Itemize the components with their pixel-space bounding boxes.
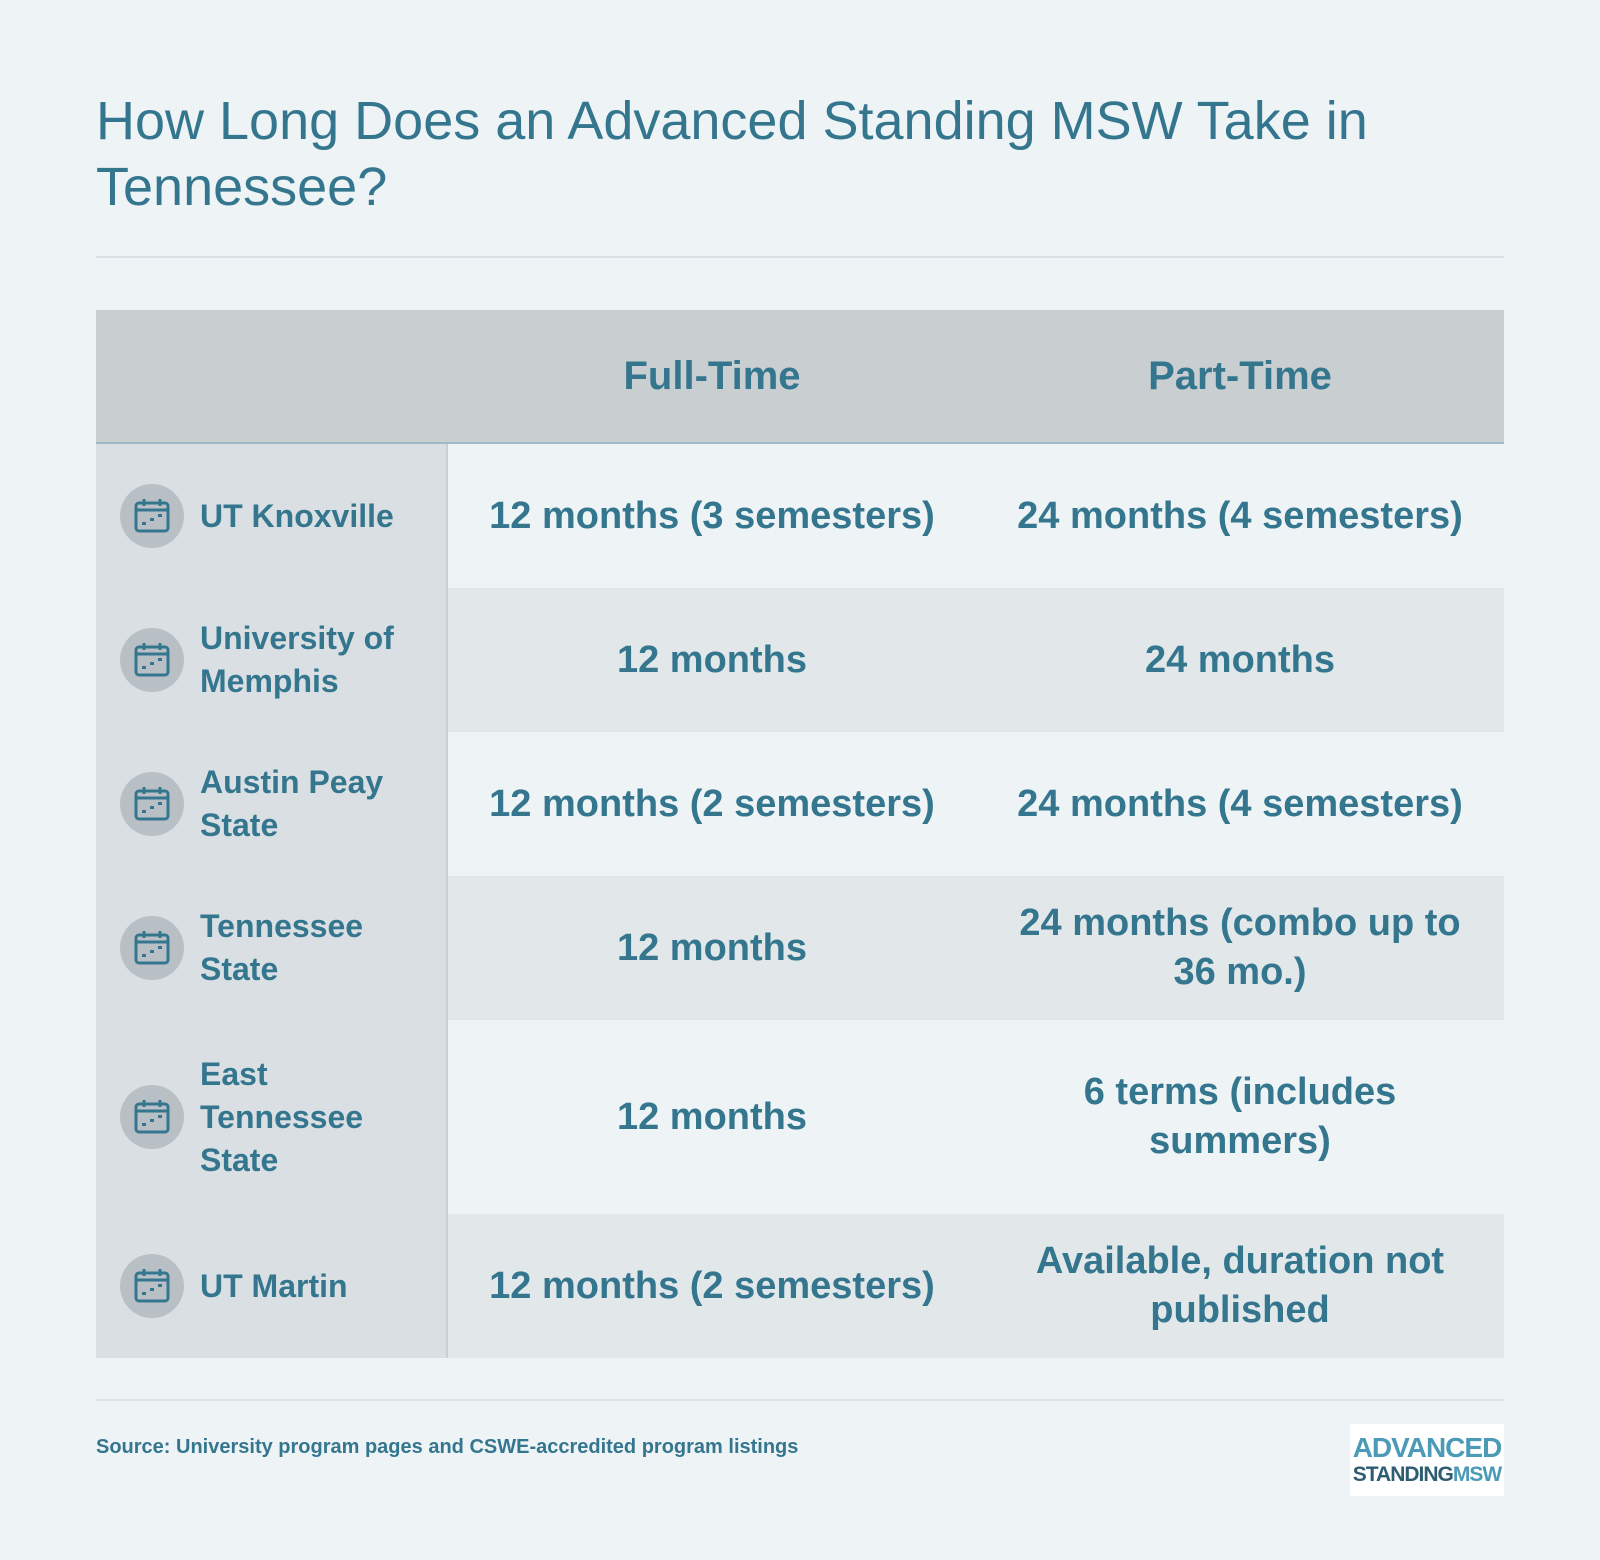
row-name: Tennessee State <box>200 908 364 987</box>
source-note: Source: University program pages and CSW… <box>96 1436 799 1458</box>
calendar-icon <box>120 772 184 836</box>
calendar-icon <box>120 1085 184 1149</box>
table-header: Full-Time Part-Time <box>96 310 1504 444</box>
table-row: Tennessee State 12 months 24 months (com… <box>96 876 1504 1020</box>
logo-line1: ADVANCED <box>1352 1432 1503 1463</box>
table-row: Austin Peay State 12 months (2 semesters… <box>96 732 1504 876</box>
row-name: UT Knoxville <box>200 497 394 534</box>
header-full-time: Full-Time <box>623 353 801 398</box>
calendar-icon <box>120 628 184 692</box>
row-name: East Tennessee State <box>200 1055 364 1178</box>
cell-part-time: 24 months (4 semesters) <box>976 732 1504 876</box>
row-label: Austin Peay State <box>96 732 448 876</box>
logo-standing: STANDING <box>1352 1463 1454 1486</box>
row-label: UT Martin <box>96 1214 448 1358</box>
cell-full-time: 12 months <box>448 588 976 732</box>
divider-bottom <box>96 1399 1504 1401</box>
row-label: Tennessee State <box>96 876 448 1020</box>
row-label: UT Knoxville <box>96 444 448 588</box>
cell-part-time: 24 months (4 semesters) <box>976 444 1504 588</box>
table-row: East Tennessee State 12 months 6 terms (… <box>96 1020 1504 1214</box>
page-title: How Long Does an Advanced Standing MSW T… <box>96 91 1368 217</box>
cell-part-time: 6 terms (includes summers) <box>976 1020 1504 1214</box>
row-label: East Tennessee State <box>96 1020 448 1214</box>
cell-full-time: 12 months (3 semesters) <box>448 444 976 588</box>
cell-full-time: 12 months <box>448 1020 976 1214</box>
row-name: UT Martin <box>200 1267 348 1304</box>
header-blank-cell <box>96 310 448 442</box>
cell-full-time: 12 months (2 semesters) <box>448 732 976 876</box>
divider-top <box>96 256 1504 258</box>
row-label: University of Memphis <box>96 588 448 732</box>
row-name: University of Memphis <box>200 620 394 699</box>
brand-logo: ADVANCED STANDINGMSW <box>1350 1424 1504 1496</box>
logo-line2: STANDINGMSW <box>1352 1463 1502 1487</box>
header-part-time: Part-Time <box>1148 353 1332 398</box>
calendar-icon <box>120 916 184 980</box>
calendar-icon <box>120 484 184 548</box>
table-row: University of Memphis 12 months 24 month… <box>96 588 1504 732</box>
cell-full-time: 12 months <box>448 876 976 1020</box>
cell-part-time: 24 months (combo up to 36 mo.) <box>976 876 1504 1020</box>
cell-full-time: 12 months (2 semesters) <box>448 1214 976 1358</box>
calendar-icon <box>120 1254 184 1318</box>
cell-part-time: 24 months <box>976 588 1504 732</box>
cell-part-time: Available, duration not published <box>976 1214 1504 1358</box>
table-row: UT Knoxville 12 months (3 semesters) 24 … <box>96 444 1504 588</box>
table-row: UT Martin 12 months (2 semesters) Availa… <box>96 1214 1504 1358</box>
logo-msw: MSW <box>1452 1463 1502 1486</box>
duration-table: Full-Time Part-Time UT Knoxville 12 mont… <box>96 310 1504 1358</box>
row-name: Austin Peay State <box>200 764 384 843</box>
